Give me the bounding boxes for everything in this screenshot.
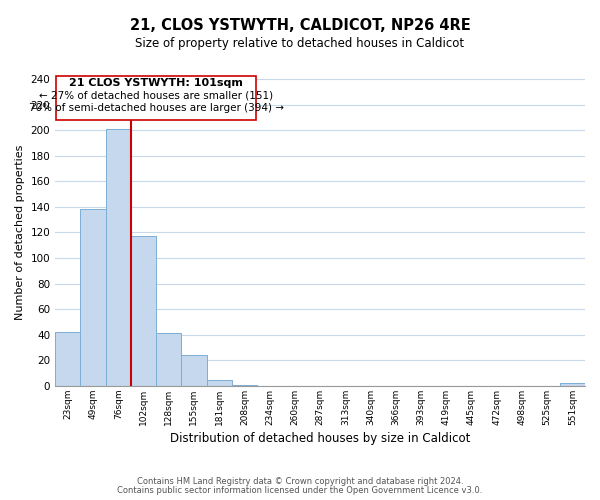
Text: 21, CLOS YSTWYTH, CALDICOT, NP26 4RE: 21, CLOS YSTWYTH, CALDICOT, NP26 4RE: [130, 18, 470, 32]
Bar: [80, 210, 106, 386]
Bar: [206, 380, 232, 386]
Text: Contains public sector information licensed under the Open Government Licence v3: Contains public sector information licen…: [118, 486, 482, 495]
FancyBboxPatch shape: [56, 76, 256, 120]
Bar: [106, 129, 131, 386]
Bar: [156, 334, 181, 386]
Bar: [131, 236, 156, 386]
Bar: [232, 384, 257, 386]
Bar: [55, 332, 80, 386]
Text: Contains HM Land Registry data © Crown copyright and database right 2024.: Contains HM Land Registry data © Crown c…: [137, 477, 463, 486]
Text: ← 27% of detached houses are smaller (151): ← 27% of detached houses are smaller (15…: [39, 90, 273, 101]
Text: Size of property relative to detached houses in Caldicot: Size of property relative to detached ho…: [136, 38, 464, 51]
X-axis label: Distribution of detached houses by size in Caldicot: Distribution of detached houses by size …: [170, 432, 470, 445]
Bar: [560, 384, 585, 386]
Y-axis label: Number of detached properties: Number of detached properties: [15, 145, 25, 320]
Bar: [181, 355, 206, 386]
Text: 70% of semi-detached houses are larger (394) →: 70% of semi-detached houses are larger (…: [29, 104, 284, 114]
Text: 21 CLOS YSTWYTH: 101sqm: 21 CLOS YSTWYTH: 101sqm: [69, 78, 243, 88]
